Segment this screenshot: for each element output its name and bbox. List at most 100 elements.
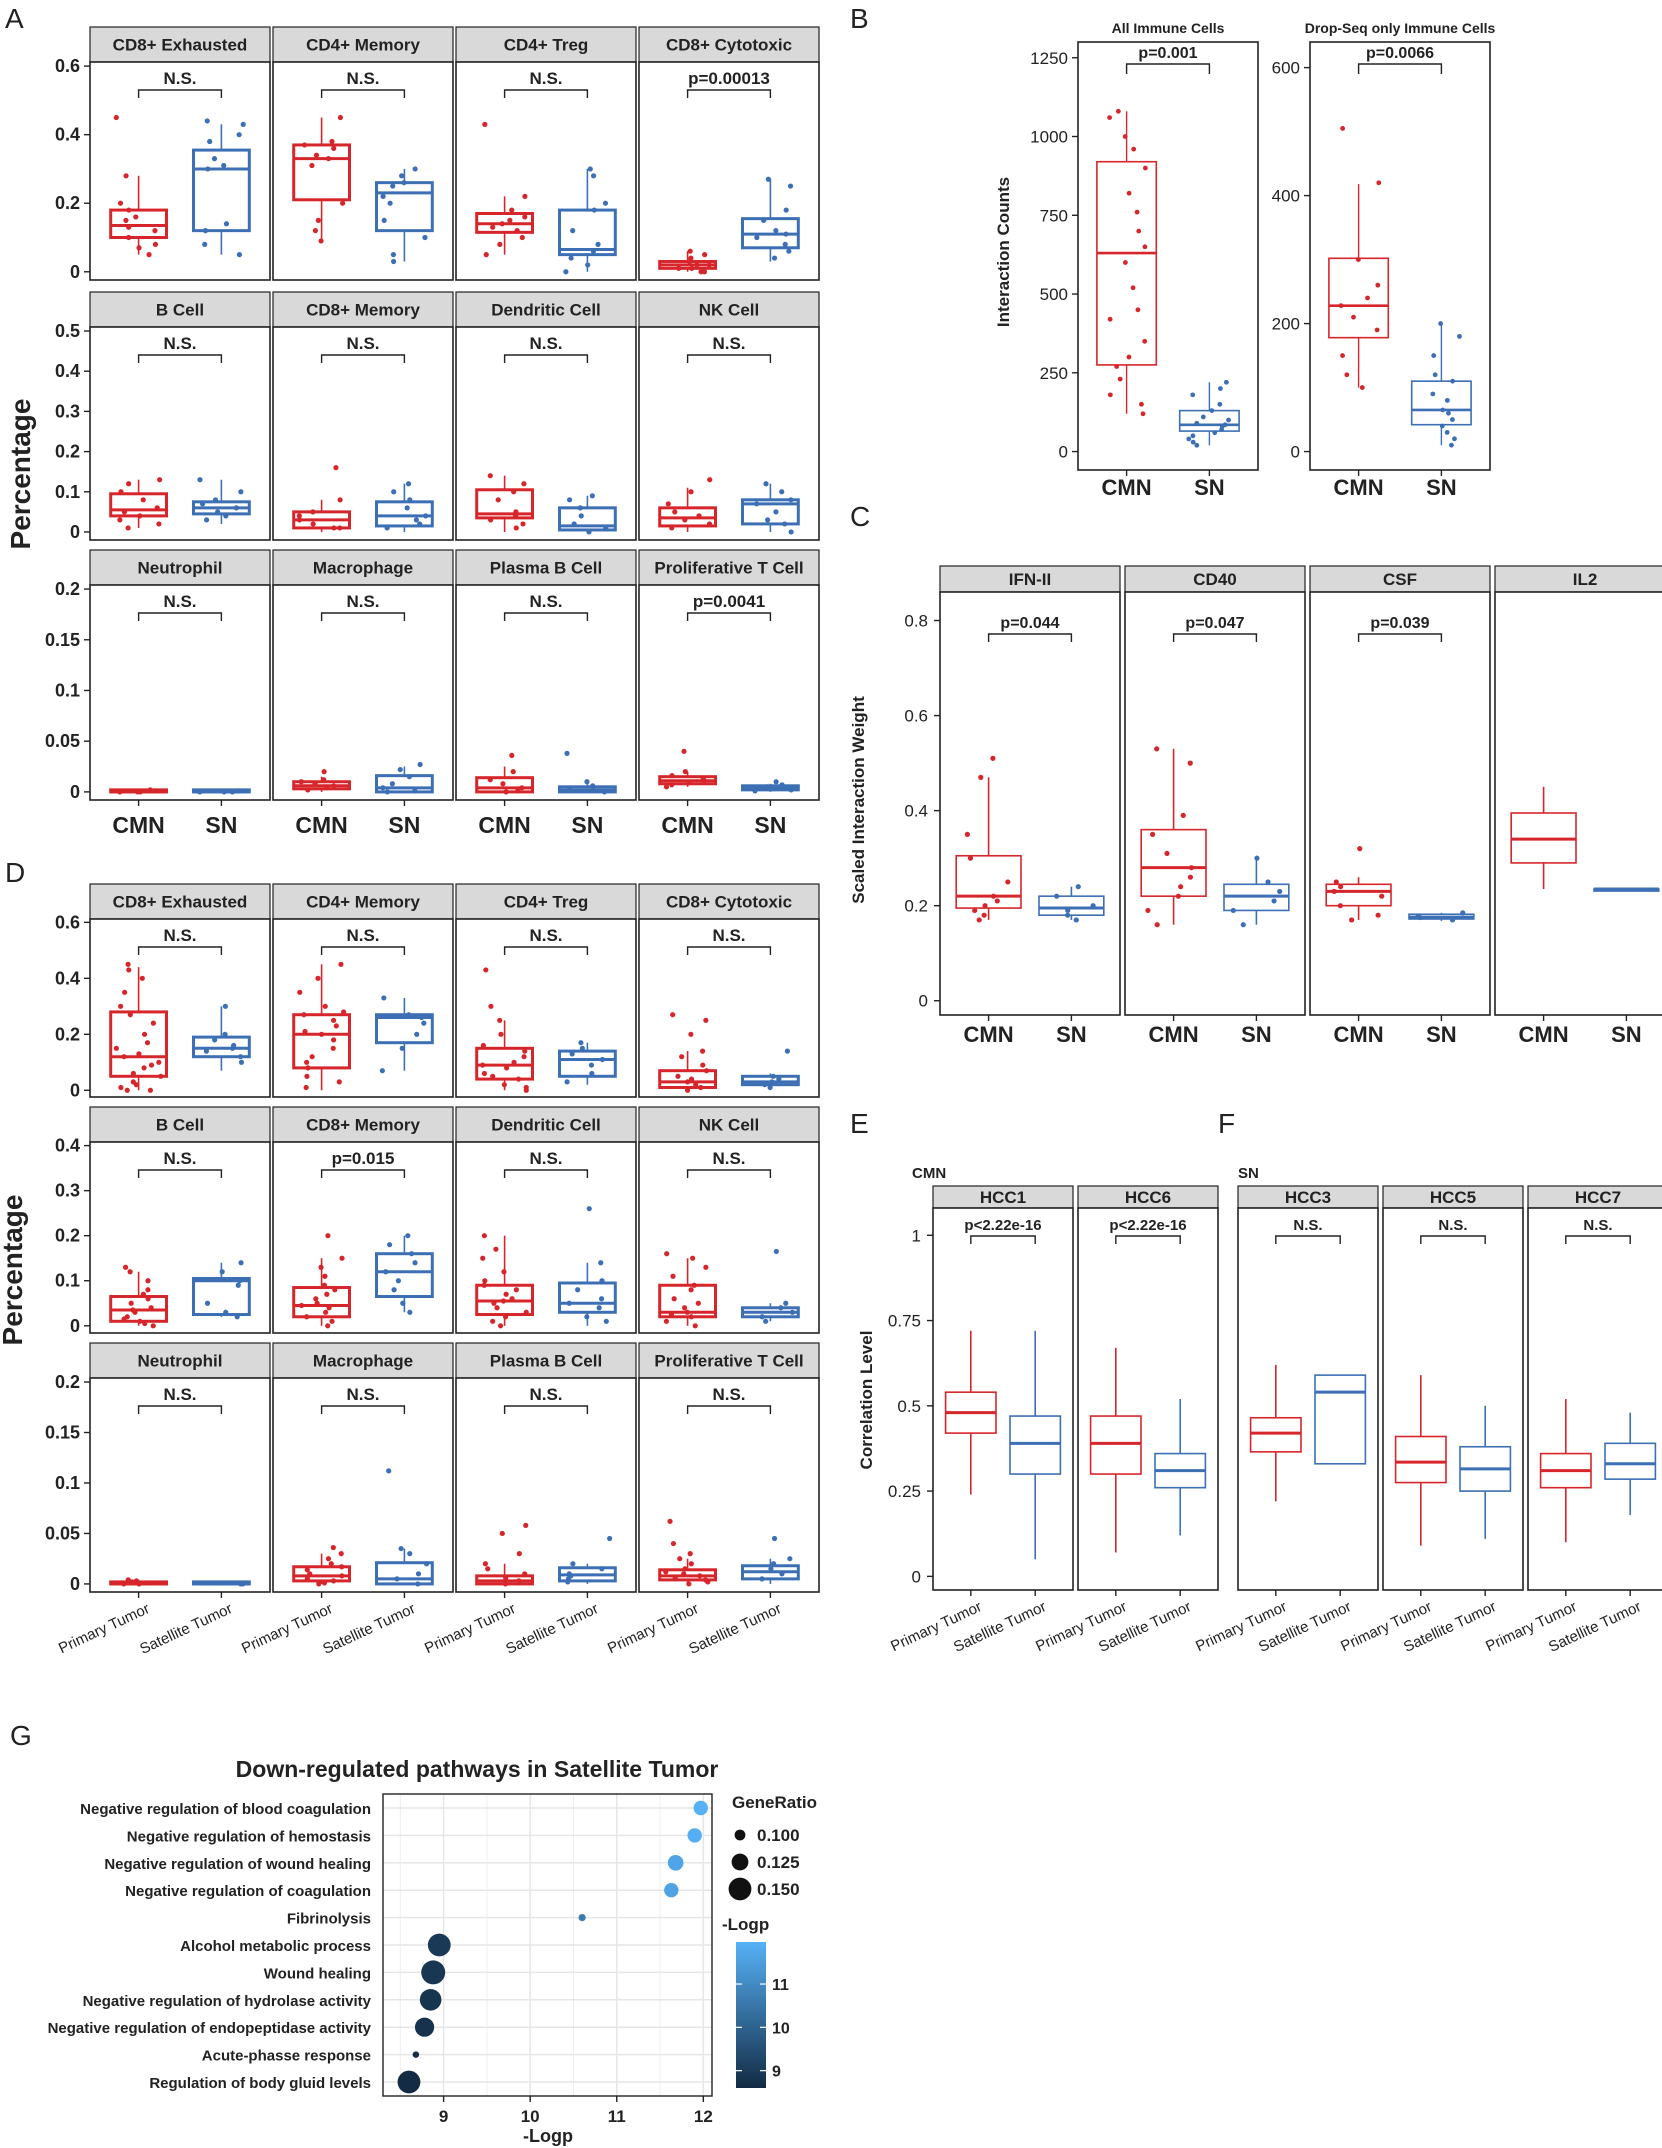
data-point xyxy=(487,777,493,783)
data-point xyxy=(134,789,141,795)
facet-title: CD40 xyxy=(1193,570,1236,589)
significance-label: N.S. xyxy=(712,334,745,353)
data-point xyxy=(1187,760,1193,766)
data-point xyxy=(1333,879,1339,885)
data-point xyxy=(406,1012,412,1018)
data-point xyxy=(564,1079,570,1085)
data-point xyxy=(765,176,771,182)
legend-colorbar-label: 11 xyxy=(772,1977,789,1994)
data-point xyxy=(1142,244,1148,250)
facet-panel xyxy=(939,591,1121,1016)
data-point xyxy=(783,1300,789,1306)
data-point xyxy=(697,1573,703,1579)
x-tick-label: SN xyxy=(205,812,237,838)
data-point xyxy=(235,788,241,794)
data-point xyxy=(1187,874,1194,880)
data-point xyxy=(1209,408,1215,414)
data-point xyxy=(157,477,163,483)
data-point xyxy=(982,903,988,909)
data-point xyxy=(481,1233,487,1239)
y-tick-label: 0.2 xyxy=(55,442,80,462)
data-point xyxy=(383,1269,389,1275)
data-point xyxy=(1457,333,1462,339)
box-sn xyxy=(375,1252,434,1299)
data-point xyxy=(318,238,324,244)
data-point xyxy=(384,789,391,795)
data-point xyxy=(1374,327,1380,333)
data-point xyxy=(664,1251,670,1257)
data-point xyxy=(502,1581,509,1587)
significance-label: N.S. xyxy=(1583,1217,1612,1234)
data-point xyxy=(694,262,700,268)
box-cmn xyxy=(292,1286,352,1319)
data-point xyxy=(1122,260,1128,265)
data-point xyxy=(323,1309,329,1315)
facet-title: CD8+ Exhausted xyxy=(113,36,248,55)
data-point xyxy=(318,1031,325,1037)
data-point xyxy=(204,118,210,124)
data-point xyxy=(567,785,573,791)
pathway-label: Regulation of body gluid levels xyxy=(149,2075,371,2092)
significance-label: N.S. xyxy=(529,69,562,88)
y-tick-label: 0.2 xyxy=(55,1226,80,1246)
data-point xyxy=(222,1031,228,1037)
legend-size-label: 0.100 xyxy=(757,1826,800,1845)
significance-label: p<2.22e-16 xyxy=(964,1217,1041,1234)
data-point xyxy=(994,898,1000,904)
data-point xyxy=(1145,907,1151,914)
facet-title: HCC3 xyxy=(1285,1188,1331,1207)
data-point xyxy=(117,789,123,795)
box-sn xyxy=(1604,1442,1657,1480)
data-point xyxy=(515,788,521,794)
data-point xyxy=(499,1530,505,1537)
data-point xyxy=(1218,386,1223,391)
data-point xyxy=(990,893,997,899)
pathway-point xyxy=(687,1828,702,1843)
data-point xyxy=(1190,433,1196,439)
data-point xyxy=(380,785,386,791)
data-point xyxy=(522,1571,528,1577)
data-point xyxy=(126,207,132,213)
facet-panel xyxy=(1382,1207,1524,1591)
pathway-point xyxy=(578,1914,586,1922)
significance-label: p=0.0066 xyxy=(1366,45,1434,62)
data-point xyxy=(586,529,592,535)
data-point xyxy=(693,1082,699,1088)
y-tick-label: 1 xyxy=(912,1226,921,1245)
data-point xyxy=(479,1062,486,1068)
facet-title: CD8+ Cytotoxic xyxy=(666,36,792,55)
data-point xyxy=(670,1012,676,1018)
pathway-point xyxy=(421,1960,446,1985)
data-point xyxy=(133,1082,139,1088)
data-point xyxy=(684,1087,691,1093)
data-point xyxy=(398,1545,404,1552)
data-point xyxy=(698,1084,704,1091)
data-point xyxy=(145,1278,151,1284)
data-point xyxy=(1090,903,1096,909)
data-point xyxy=(211,156,218,162)
facet-panel xyxy=(1494,591,1662,1016)
data-point xyxy=(1359,385,1365,390)
y-tick-label: 0.15 xyxy=(45,630,80,650)
data-point xyxy=(1115,108,1121,114)
pathway-point xyxy=(419,1989,442,2011)
data-point xyxy=(487,473,493,479)
pathway-point xyxy=(412,2051,420,2058)
x-tick-label: CMN xyxy=(112,812,164,838)
data-point xyxy=(304,1073,310,1079)
data-point xyxy=(128,1300,134,1306)
significance-label: N.S. xyxy=(346,592,379,611)
data-point xyxy=(763,1318,769,1324)
data-point xyxy=(692,1323,698,1329)
data-point xyxy=(129,1579,135,1585)
data-point xyxy=(687,248,693,254)
facet-title: CD4+ Treg xyxy=(504,36,589,55)
y-tick-label: 0 xyxy=(70,782,80,802)
data-point xyxy=(513,509,519,515)
data-point xyxy=(236,252,243,258)
y-axis-title: Scaled Interaction Weight xyxy=(849,696,868,904)
x-tick-label: CMN xyxy=(1334,475,1384,500)
data-point xyxy=(514,228,520,234)
facet-group-label: SN xyxy=(1238,1165,1259,1182)
